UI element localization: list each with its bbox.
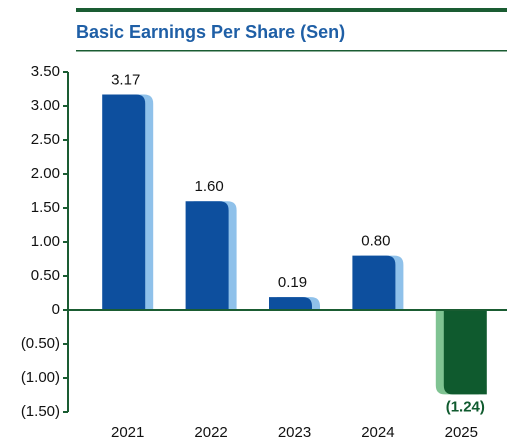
value-label: 3.17 [111,71,140,88]
x-tick-label: 2025 [445,424,478,441]
bar [185,201,229,310]
y-tick-label: 2.00 [31,165,60,182]
y-tick-label: 1.00 [31,233,60,250]
bar [269,297,312,310]
y-tick-label: 0.50 [31,267,60,284]
y-tick-label: 2.50 [31,131,60,148]
title-rule [76,8,507,12]
value-label: 0.19 [278,274,307,291]
x-tick-label: 2022 [194,424,227,441]
chart-title: Basic Earnings Per Share (Sen) [76,22,345,42]
value-label: 0.80 [361,233,390,250]
value-label: (1.24) [446,398,485,415]
value-label: 1.60 [194,178,223,195]
x-tick-label: 2024 [361,424,394,441]
y-tick-label: (1.50) [21,403,60,420]
y-tick-label: 0 [52,301,60,318]
y-tick-label: 1.50 [31,199,60,216]
x-tick-label: 2021 [111,424,144,441]
bar [443,310,487,395]
y-tick-label: 3.50 [31,63,60,80]
bar [352,255,396,310]
title-underline [76,50,507,52]
y-tick-label: 3.00 [31,97,60,114]
y-tick-label: (1.00) [21,369,60,386]
x-tick-label: 2023 [278,424,311,441]
y-tick-label: (0.50) [21,335,60,352]
bar [102,94,146,310]
